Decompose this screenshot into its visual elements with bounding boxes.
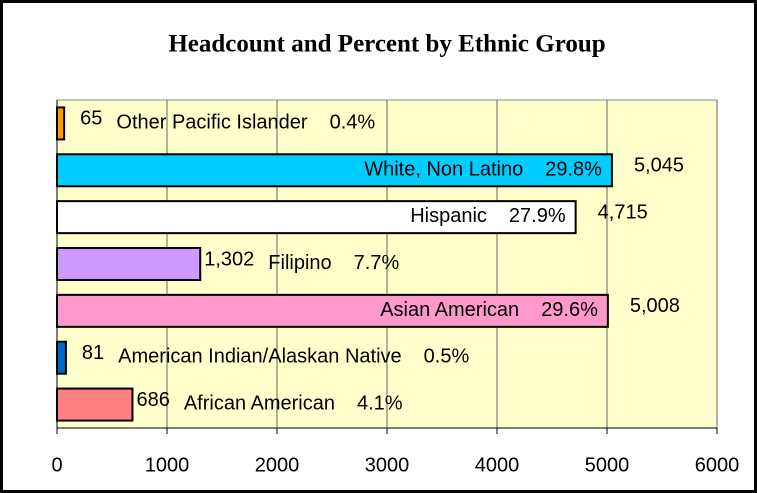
percent-label: 4.1% xyxy=(357,393,403,415)
bar xyxy=(56,293,609,328)
bar xyxy=(56,387,134,422)
category-name: Hispanic xyxy=(410,205,487,227)
chart-title: Headcount and Percent by Ethnic Group xyxy=(168,31,605,58)
percent-label: 0.5% xyxy=(424,346,470,368)
bar xyxy=(56,247,202,281)
percent-label: 29.6% xyxy=(541,299,598,321)
category-label: African American 4.1% xyxy=(184,393,403,415)
category-label: White, Non Latino 29.8% xyxy=(364,159,602,181)
bar xyxy=(56,200,577,235)
percent-label: 7.7% xyxy=(354,252,400,274)
bar xyxy=(56,106,66,141)
category-label: Other Pacific Islander 0.4% xyxy=(116,112,375,134)
value-label: 4,715 xyxy=(598,201,648,223)
category-label: Filipino 7.7% xyxy=(268,252,399,274)
percent-label: 29.8% xyxy=(545,159,602,181)
x-tick-label: 3000 xyxy=(365,454,410,476)
category-label: American Indian/Alaskan Native 0.5% xyxy=(118,346,469,368)
category-label: Asian American 29.6% xyxy=(380,299,598,321)
category-name: Asian American xyxy=(380,299,519,321)
category-name: Other Pacific Islander xyxy=(116,112,308,134)
category-label: Hispanic 27.9% xyxy=(410,205,566,227)
value-label: 1,302 xyxy=(204,248,254,270)
value-label: 65 xyxy=(80,108,102,130)
value-label: 686 xyxy=(136,389,169,411)
x-tick-label: 6000 xyxy=(695,454,740,476)
percent-label: 0.4% xyxy=(330,112,376,134)
category-name: Filipino xyxy=(268,252,331,274)
percent-label: 27.9% xyxy=(509,205,566,227)
value-label: 81 xyxy=(82,342,104,364)
x-tick-label: 1000 xyxy=(145,454,190,476)
x-tick-label: 4000 xyxy=(475,454,520,476)
x-tick-label: 2000 xyxy=(255,454,300,476)
category-name: American Indian/Alaskan Native xyxy=(118,346,401,368)
x-tick-label: 0 xyxy=(51,454,62,476)
category-name: African American xyxy=(184,393,335,415)
value-label: 5,008 xyxy=(630,295,680,317)
bar xyxy=(56,340,67,375)
category-name: White, Non Latino xyxy=(364,159,523,181)
x-tick-label: 5000 xyxy=(585,454,630,476)
bar xyxy=(56,153,613,188)
value-label: 5,045 xyxy=(634,155,684,177)
